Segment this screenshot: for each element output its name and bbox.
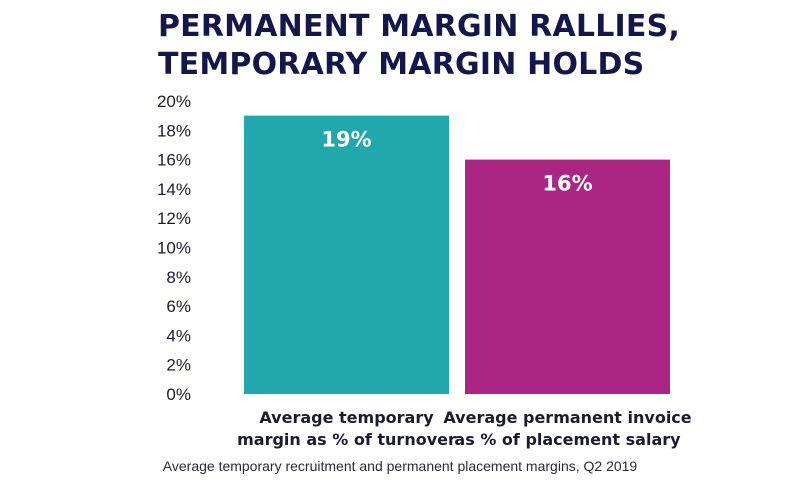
y-tick-label: 12% (157, 209, 191, 228)
bar (465, 159, 670, 394)
chart-title-line-1: PERMANENT MARGIN RALLIES, (158, 9, 680, 44)
chart-title: PERMANENT MARGIN RALLIES, TEMPORARY MARG… (158, 8, 680, 84)
y-tick-label: 0% (166, 385, 191, 404)
y-tick-label: 10% (157, 239, 191, 258)
bar (244, 115, 449, 395)
y-tick-label: 8% (166, 268, 191, 287)
x-category-label: margin as % of turnover (237, 430, 456, 449)
y-tick-label: 14% (157, 180, 191, 199)
chart-caption: Average temporary recruitment and perman… (162, 458, 638, 474)
y-tick-label: 4% (166, 326, 191, 345)
chart-title-line-2: TEMPORARY MARGIN HOLDS (158, 47, 645, 82)
y-tick-label: 2% (166, 356, 191, 375)
y-tick-label: 6% (166, 297, 191, 316)
y-tick-label: 18% (157, 121, 191, 140)
bar-chart: 0% 2% 4% 6% 8% 10% 12% 14% 16% 18% 20% 19% Average t… (157, 92, 692, 449)
bar-data-label: 19% (321, 128, 371, 152)
x-category-label: Average permanent invoice (443, 408, 691, 427)
bar-data-label: 16% (542, 172, 592, 196)
x-category-label: Average temporary (259, 408, 434, 427)
y-tick-label: 16% (157, 151, 191, 170)
y-tick-label: 20% (157, 92, 191, 111)
x-category-label: as % of placement salary (454, 430, 681, 449)
